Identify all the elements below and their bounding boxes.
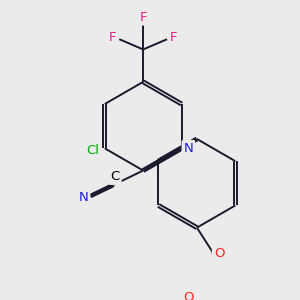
- Text: N: N: [79, 191, 88, 204]
- Text: Cl: Cl: [86, 144, 99, 157]
- Text: O: O: [214, 247, 224, 260]
- Text: F: F: [140, 11, 147, 24]
- Text: N: N: [184, 142, 193, 155]
- Text: O: O: [183, 291, 194, 300]
- Text: F: F: [109, 31, 116, 44]
- Text: C: C: [110, 170, 120, 183]
- Text: F: F: [170, 31, 178, 44]
